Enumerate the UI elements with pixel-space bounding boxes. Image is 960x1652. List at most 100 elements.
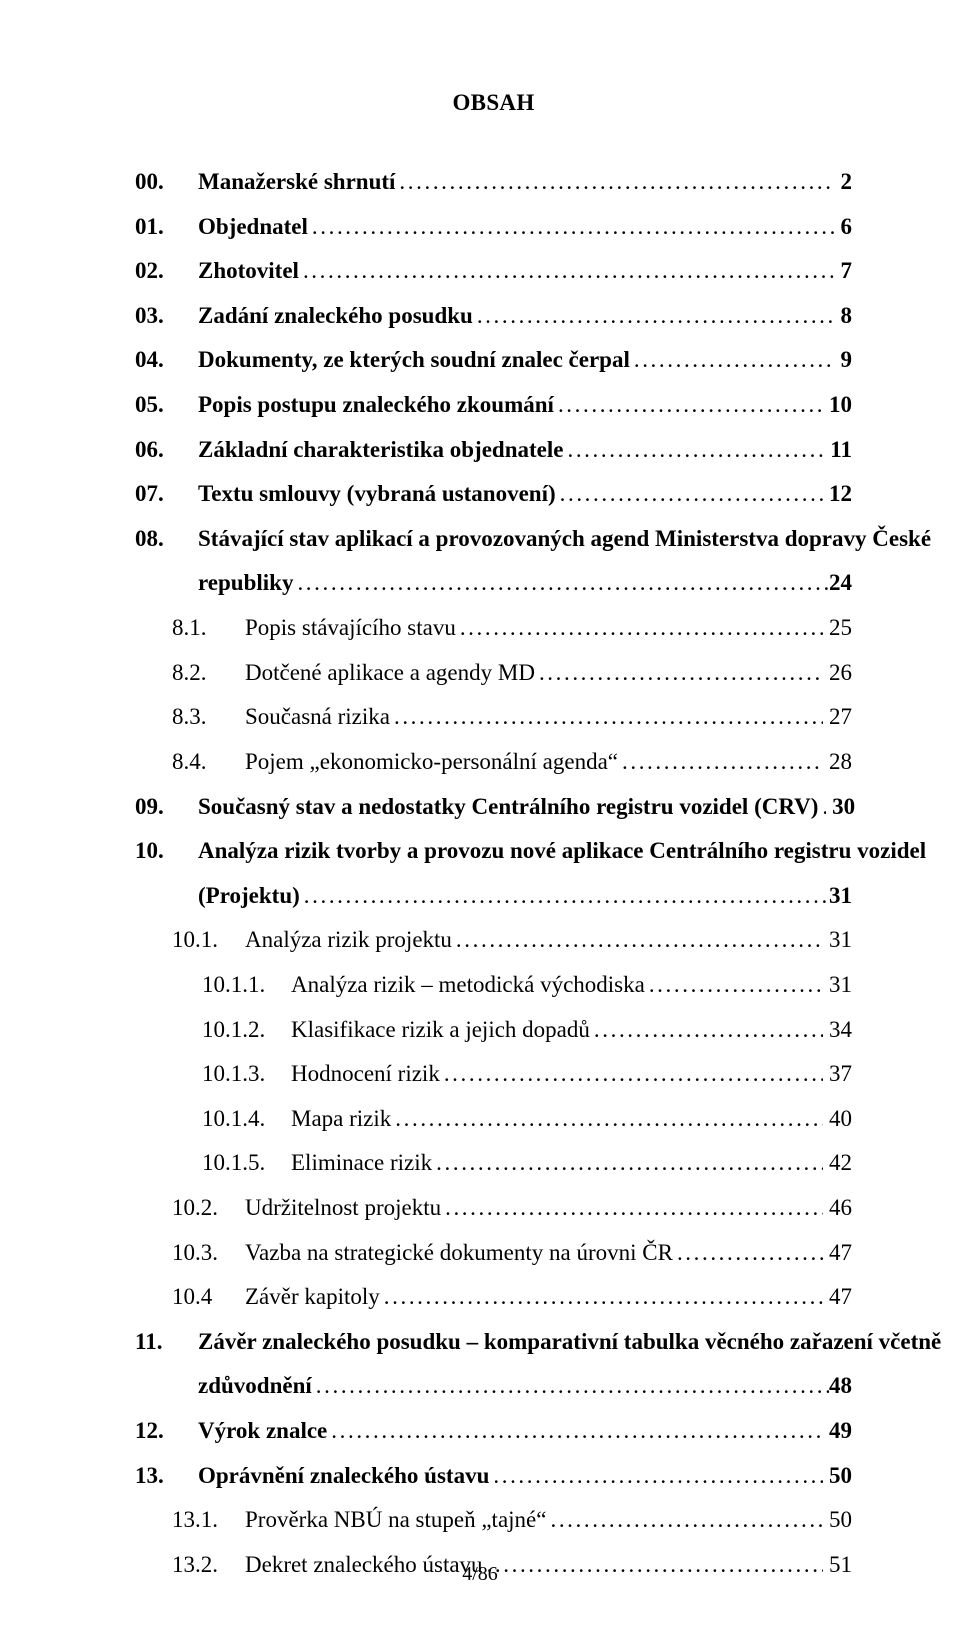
toc-page: 50: [823, 1498, 852, 1543]
toc-label: Klasifikace rizik a jejich dopadů: [291, 1008, 590, 1053]
toc-leader: ........................................…: [293, 561, 829, 606]
toc-label: Výrok znalce: [198, 1409, 327, 1454]
toc-number: 05.: [135, 383, 198, 428]
toc-number: 01.: [135, 205, 198, 250]
toc-row: 11.Závěr znaleckého posudku – komparativ…: [135, 1320, 852, 1365]
toc-leader: ........................................…: [432, 1141, 823, 1186]
toc-number: 12.: [135, 1409, 198, 1454]
toc-page: 7: [835, 249, 852, 294]
toc-number: 8.4.: [135, 740, 245, 785]
toc-number: 10.1.2.: [135, 1008, 291, 1053]
toc-number: 10.1.5.: [135, 1141, 291, 1186]
toc-row: 10.3.Vazba na strategické dokumenty na ú…: [135, 1231, 852, 1276]
toc-page: 30: [826, 785, 855, 830]
toc-label: Dokumenty, ze kterých soudní znalec čerp…: [198, 338, 630, 383]
toc-number: 13.: [135, 1454, 198, 1499]
toc-row: 09.Současný stav a nedostatky Centrálníh…: [135, 785, 852, 830]
toc-number: 10.1.4.: [135, 1097, 291, 1142]
toc-leader: ........................................…: [535, 651, 823, 696]
toc-row: 04.Dokumenty, ze kterých soudní znalec č…: [135, 338, 852, 383]
toc-page: 31: [829, 874, 852, 919]
toc-leader: ........................................…: [630, 338, 835, 383]
toc-row: 8.2.Dotčené aplikace a agendy MD .......…: [135, 651, 852, 696]
toc-number: 10.3.: [135, 1231, 245, 1276]
toc-row: zdůvodnění..............................…: [135, 1364, 852, 1409]
toc-label: (Projektu): [135, 874, 300, 919]
toc-label: Popis stávajícího stavu: [245, 606, 456, 651]
toc-leader: ........................................…: [312, 1364, 829, 1409]
toc-number: 00.: [135, 160, 198, 205]
toc-row: 13.Oprávnění znaleckého ústavu .........…: [135, 1454, 852, 1499]
toc-leader: ........................................…: [441, 1186, 823, 1231]
toc-label: Dotčené aplikace a agendy MD: [245, 651, 535, 696]
toc-leader: ........................................…: [818, 785, 826, 830]
toc-number: 08.: [135, 517, 198, 562]
toc-row: 10.1.Analýza rizik projektu ............…: [135, 918, 852, 963]
toc-number: 03.: [135, 294, 198, 339]
toc-label: republiky: [135, 561, 293, 606]
toc-label: Objednatel: [198, 205, 308, 250]
toc-row: 01.Objednatel ..........................…: [135, 205, 852, 250]
toc-page: 47: [823, 1275, 852, 1320]
toc-leader: ........................................…: [563, 428, 824, 473]
toc-page: 26: [823, 651, 852, 696]
toc-label: Závěr znaleckého posudku – komparativní …: [198, 1320, 941, 1365]
toc-row: (Projektu)..............................…: [135, 874, 852, 919]
page-footer: 4/86: [0, 1563, 960, 1586]
toc-page: 2: [835, 160, 852, 205]
toc-page: 28: [823, 740, 852, 785]
toc-leader: ........................................…: [618, 740, 823, 785]
toc-label: zdůvodnění: [135, 1364, 312, 1409]
toc-leader: ........................................…: [300, 874, 829, 919]
toc-label: Závěr kapitoly: [245, 1275, 380, 1320]
toc-page: 31: [823, 963, 852, 1008]
toc-page: 46: [823, 1186, 852, 1231]
toc-page: 42: [823, 1141, 852, 1186]
toc-number: 06.: [135, 428, 198, 473]
toc-label: Zhotovitel: [198, 249, 299, 294]
toc-label: Současná rizika: [245, 695, 390, 740]
toc-number: 04.: [135, 338, 198, 383]
toc-page: 37: [823, 1052, 852, 1097]
toc-page: 25: [823, 606, 852, 651]
toc-number: 8.2.: [135, 651, 245, 696]
toc-page: 47: [823, 1231, 852, 1276]
toc-row: 13.1.Prověrka NBÚ na stupeň „tajné“ ....…: [135, 1498, 852, 1543]
toc-row: 10.1.5.Eliminace rizik .................…: [135, 1141, 852, 1186]
toc-leader: ........................................…: [673, 1231, 823, 1276]
toc-label: Analýza rizik tvorby a provozu nové apli…: [198, 829, 926, 874]
toc-leader: ........................................…: [456, 606, 823, 651]
toc-row: 08.Stávající stav aplikací a provozovaný…: [135, 517, 852, 562]
toc-label: Pojem „ekonomicko-personální agenda“: [245, 740, 618, 785]
toc-page: 8: [835, 294, 852, 339]
toc-row: 10.Analýza rizik tvorby a provozu nové a…: [135, 829, 852, 874]
toc-row: 10.1.3.Hodnocení rizik .................…: [135, 1052, 852, 1097]
toc-row: 8.4.Pojem „ekonomicko-personální agenda“…: [135, 740, 852, 785]
toc-number: 8.1.: [135, 606, 245, 651]
toc-label: Oprávnění znaleckého ústavu: [198, 1454, 489, 1499]
toc-number: 10.4: [135, 1275, 245, 1320]
toc-row: 07.Textu smlouvy (vybraná ustanovení) ..…: [135, 472, 852, 517]
toc-number: 11.: [135, 1320, 198, 1365]
toc-leader: ........................................…: [452, 918, 823, 963]
toc-number: 13.1.: [135, 1498, 245, 1543]
toc-leader: ........................................…: [489, 1454, 823, 1499]
toc-number: 02.: [135, 249, 198, 294]
toc-number: 10.: [135, 829, 198, 874]
toc-leader: ........................................…: [390, 695, 823, 740]
toc-label: Mapa rizik: [291, 1097, 391, 1142]
toc-leader: ........................................…: [308, 205, 835, 250]
toc-leader: ........................................…: [440, 1052, 823, 1097]
toc-leader: ........................................…: [554, 383, 823, 428]
toc-label: Analýza rizik – metodická východiska: [291, 963, 645, 1008]
toc-number: 07.: [135, 472, 198, 517]
toc-row: 8.3.Současná rizika ....................…: [135, 695, 852, 740]
toc-number: 10.1.: [135, 918, 245, 963]
toc-number: 10.1.3.: [135, 1052, 291, 1097]
toc-leader: ........................................…: [590, 1008, 823, 1053]
toc-label: Zadání znaleckého posudku: [198, 294, 473, 339]
toc-label: Udržitelnost projektu: [245, 1186, 441, 1231]
toc-leader: ........................................…: [327, 1409, 823, 1454]
toc-row: 06.Základní charakteristika objednatele …: [135, 428, 852, 473]
toc-label: Současný stav a nedostatky Centrálního r…: [198, 785, 818, 830]
